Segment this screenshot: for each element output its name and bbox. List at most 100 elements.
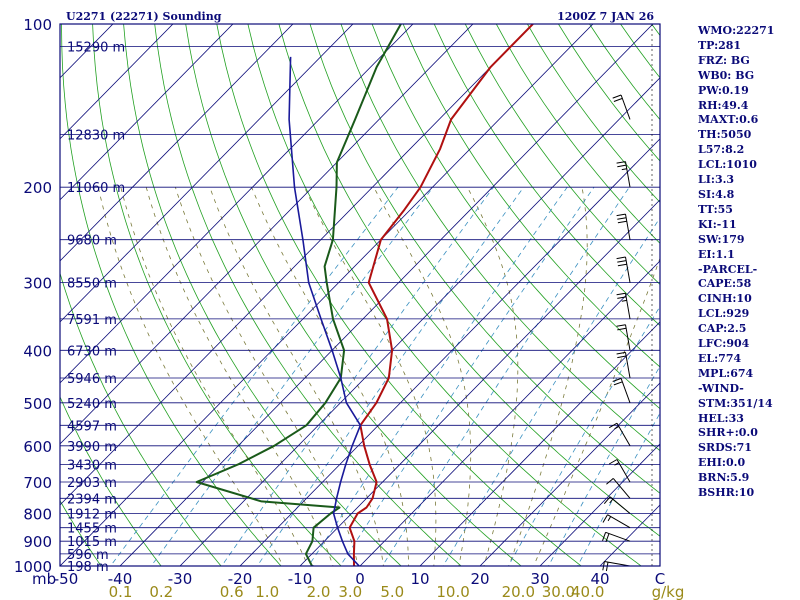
wind-barb-staff bbox=[612, 478, 631, 499]
mixing-ratio-label: 5.0 bbox=[380, 583, 404, 600]
wind-barb-feather bbox=[612, 377, 622, 382]
temperature-profile bbox=[348, 24, 534, 566]
dry-adiabat bbox=[123, 24, 402, 566]
wind-barb-feather bbox=[605, 533, 610, 543]
dry-adiabat bbox=[402, 24, 660, 368]
wind-barb-feather bbox=[621, 168, 627, 171]
moist-adiabat bbox=[533, 257, 660, 566]
wind-barb-staff bbox=[625, 256, 631, 283]
wind-barb bbox=[602, 514, 631, 529]
pressure-tick-label: 800 bbox=[23, 506, 52, 524]
mixing-ratio-line bbox=[150, 186, 434, 566]
profile-lines bbox=[195, 24, 534, 566]
wind-barb-staff bbox=[620, 94, 631, 120]
height-label: 7591 m bbox=[67, 313, 117, 328]
index-item: KI:-11 bbox=[698, 217, 737, 231]
mixing-ratio-line bbox=[507, 305, 660, 566]
chart-title: U2271 (22271) Sounding bbox=[66, 10, 222, 23]
wind-barb-feather bbox=[613, 97, 623, 102]
index-item: RH:49.4 bbox=[698, 98, 749, 112]
dry-adiabat bbox=[92, 24, 342, 566]
mixing-ratio-label: 0.2 bbox=[149, 583, 173, 600]
dry-adiabat bbox=[60, 271, 222, 566]
moist-adiabat bbox=[508, 187, 588, 566]
wind-barb bbox=[603, 496, 631, 514]
height-label: 3430 m bbox=[67, 459, 117, 474]
height-label: 5946 m bbox=[67, 372, 117, 387]
height-label: 2394 m bbox=[67, 492, 117, 507]
wind-barb-feather bbox=[614, 425, 620, 430]
moist-adiabat bbox=[373, 187, 472, 566]
index-item: LI:3.3 bbox=[698, 173, 735, 187]
wind-barb bbox=[608, 422, 631, 447]
temperature-tick-label: C bbox=[655, 570, 665, 588]
isotherm-line bbox=[539, 443, 660, 566]
mixing-ratio-label: 1.0 bbox=[255, 583, 279, 600]
index-item: LFC:904 bbox=[698, 337, 750, 351]
wind-barb-staff bbox=[625, 324, 631, 351]
dry-adiabat bbox=[185, 24, 522, 566]
index-item: EI:1.1 bbox=[698, 247, 735, 261]
wind-barb-feather bbox=[602, 514, 608, 523]
wind-barb-feather bbox=[616, 324, 626, 327]
wind-barb-feather bbox=[613, 381, 623, 386]
height-label: 198 m bbox=[67, 560, 109, 575]
index-item: SRDS:71 bbox=[698, 441, 752, 455]
index-item: SW:179 bbox=[698, 232, 745, 246]
pressure-tick-label: 700 bbox=[23, 474, 52, 492]
moist-adiabat bbox=[467, 187, 519, 566]
wind-barb bbox=[612, 377, 631, 403]
index-item: TP:281 bbox=[698, 38, 742, 52]
index-item: WMO:22271 bbox=[698, 24, 775, 37]
wind-barb-feather bbox=[617, 220, 627, 224]
index-item: SI:4.8 bbox=[698, 187, 735, 201]
height-label: 1912 m bbox=[67, 508, 117, 523]
mixing-ratio-line bbox=[256, 186, 525, 566]
index-item: EHI:0.0 bbox=[698, 456, 746, 470]
wind-barb-feather bbox=[621, 299, 627, 302]
temperature-tick-label: 20 bbox=[470, 570, 489, 588]
height-label: 3990 m bbox=[67, 440, 117, 455]
index-item: CINH:10 bbox=[698, 292, 752, 306]
wind-barb bbox=[612, 94, 631, 120]
height-label: 9680 m bbox=[67, 234, 117, 249]
index-item: LCL:929 bbox=[698, 307, 750, 321]
temperature-tick-label: 40 bbox=[590, 570, 609, 588]
dry-adiabat bbox=[247, 24, 642, 566]
index-item: WB0: BG bbox=[698, 68, 755, 82]
index-item: L57:8.2 bbox=[698, 143, 745, 157]
pressure-tick-label: 200 bbox=[23, 179, 52, 197]
moist-adiabat bbox=[209, 187, 384, 566]
temperature-tick-label: 10 bbox=[410, 570, 429, 588]
height-label: 8550 m bbox=[67, 277, 117, 292]
wind-barb-feather bbox=[616, 292, 626, 296]
wind-barb-feather bbox=[609, 498, 614, 504]
wind-barb-staff bbox=[605, 531, 631, 542]
height-label: 6730 m bbox=[67, 344, 117, 359]
temperature-tick-label: -50 bbox=[54, 570, 79, 588]
index-item: TT:55 bbox=[698, 202, 733, 216]
mixing-ratio-line bbox=[577, 412, 660, 566]
wind-barb bbox=[616, 161, 631, 188]
wind-barb-staff bbox=[625, 161, 631, 188]
pressure-tick-label: 1000 bbox=[14, 558, 52, 576]
wind-barb bbox=[608, 459, 631, 483]
wind-barb-feather bbox=[616, 351, 626, 355]
index-item: FRZ: BG bbox=[698, 53, 750, 67]
wind-barb-staff bbox=[625, 214, 631, 240]
temperature-tick-label: 0 bbox=[355, 570, 365, 588]
mixing-ratio-line bbox=[442, 217, 660, 566]
parcel-profile bbox=[288, 56, 362, 566]
mixing-ratio-label: 10.0 bbox=[436, 583, 469, 600]
mixing-ratio-label: 40.0 bbox=[571, 583, 604, 600]
index-item: BSHR:10 bbox=[698, 486, 755, 500]
wind-barb-staff bbox=[625, 293, 631, 319]
wind-barb-feather bbox=[616, 256, 626, 260]
index-item: CAPE:58 bbox=[698, 277, 752, 291]
temperature-tick-label: -40 bbox=[108, 570, 133, 588]
moist-adiabat bbox=[120, 187, 309, 566]
mixing-ratio-line bbox=[547, 365, 660, 566]
height-label: 1015 m bbox=[67, 535, 117, 550]
wind-barb-staff bbox=[625, 352, 631, 379]
